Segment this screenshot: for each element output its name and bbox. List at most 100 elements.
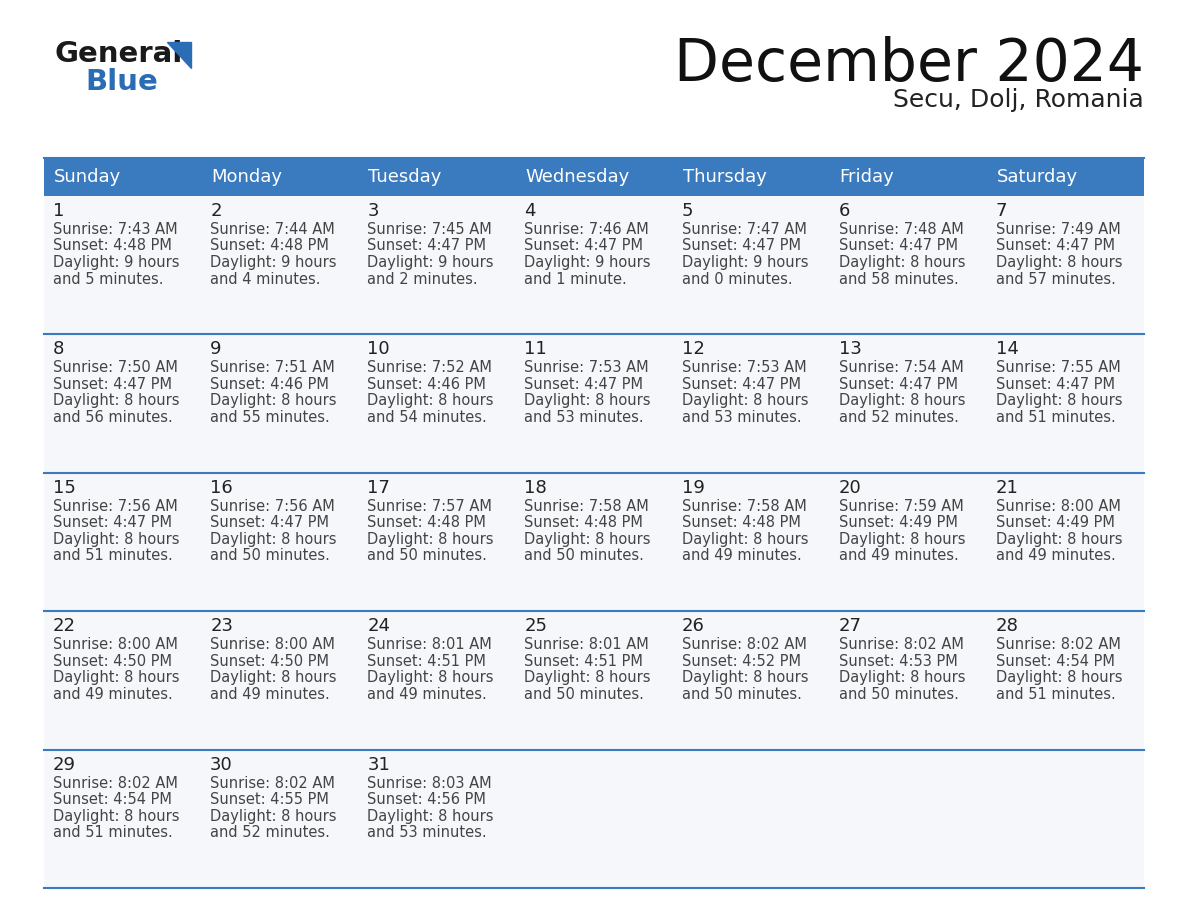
Text: Daylight: 8 hours: Daylight: 8 hours	[524, 670, 651, 685]
Text: and 49 minutes.: and 49 minutes.	[996, 548, 1116, 564]
Text: Daylight: 8 hours: Daylight: 8 hours	[839, 394, 965, 409]
Text: and 50 minutes.: and 50 minutes.	[839, 687, 959, 701]
Text: Sunrise: 8:02 AM: Sunrise: 8:02 AM	[996, 637, 1120, 652]
Text: Daylight: 8 hours: Daylight: 8 hours	[839, 670, 965, 685]
Text: Daylight: 8 hours: Daylight: 8 hours	[682, 670, 808, 685]
Text: Daylight: 8 hours: Daylight: 8 hours	[682, 532, 808, 547]
Text: and 53 minutes.: and 53 minutes.	[682, 410, 801, 425]
Bar	[672, 334, 829, 473]
Text: Sunrise: 8:00 AM: Sunrise: 8:00 AM	[210, 637, 335, 652]
Text: Daylight: 8 hours: Daylight: 8 hours	[996, 255, 1123, 270]
Text: Sunrise: 7:53 AM: Sunrise: 7:53 AM	[524, 361, 649, 375]
Text: 31: 31	[367, 756, 390, 774]
Text: Sunrise: 8:00 AM: Sunrise: 8:00 AM	[996, 498, 1120, 514]
Bar	[672, 196, 829, 334]
Text: and 52 minutes.: and 52 minutes.	[210, 825, 330, 840]
Text: 8: 8	[53, 341, 64, 358]
Text: Sunset: 4:47 PM: Sunset: 4:47 PM	[996, 239, 1114, 253]
Text: 6: 6	[839, 202, 851, 220]
Text: and 52 minutes.: and 52 minutes.	[839, 410, 959, 425]
Bar	[829, 334, 987, 473]
Text: 11: 11	[524, 341, 548, 358]
Bar	[44, 158, 201, 196]
Text: 22: 22	[53, 617, 76, 635]
Text: 29: 29	[53, 756, 76, 774]
Text: Sunrise: 7:52 AM: Sunrise: 7:52 AM	[367, 361, 492, 375]
Text: Sunset: 4:55 PM: Sunset: 4:55 PM	[210, 792, 329, 807]
Text: and 51 minutes.: and 51 minutes.	[996, 687, 1116, 701]
Bar	[359, 158, 516, 196]
Bar	[201, 750, 359, 888]
Text: Daylight: 9 hours: Daylight: 9 hours	[682, 255, 808, 270]
Text: Sunrise: 8:02 AM: Sunrise: 8:02 AM	[839, 637, 963, 652]
Text: Sunrise: 7:43 AM: Sunrise: 7:43 AM	[53, 222, 178, 237]
Bar	[359, 750, 516, 888]
Text: Sunset: 4:47 PM: Sunset: 4:47 PM	[524, 239, 644, 253]
Text: Sunset: 4:47 PM: Sunset: 4:47 PM	[367, 239, 486, 253]
Text: 9: 9	[210, 341, 222, 358]
Text: December 2024: December 2024	[674, 36, 1144, 93]
Text: Thursday: Thursday	[683, 168, 766, 186]
Text: 28: 28	[996, 617, 1019, 635]
Bar	[987, 611, 1144, 750]
Text: Sunrise: 8:02 AM: Sunrise: 8:02 AM	[682, 637, 807, 652]
Text: Monday: Monday	[211, 168, 282, 186]
Text: Sunset: 4:47 PM: Sunset: 4:47 PM	[524, 377, 644, 392]
Text: Sunset: 4:47 PM: Sunset: 4:47 PM	[996, 377, 1114, 392]
Text: Sunrise: 7:48 AM: Sunrise: 7:48 AM	[839, 222, 963, 237]
Text: 3: 3	[367, 202, 379, 220]
Text: 1: 1	[53, 202, 64, 220]
Text: Sunrise: 7:55 AM: Sunrise: 7:55 AM	[996, 361, 1120, 375]
Text: Daylight: 8 hours: Daylight: 8 hours	[53, 809, 179, 823]
Bar	[516, 334, 672, 473]
Text: and 57 minutes.: and 57 minutes.	[996, 272, 1116, 286]
Text: Sunset: 4:47 PM: Sunset: 4:47 PM	[839, 239, 958, 253]
Text: Blue: Blue	[86, 68, 158, 96]
Text: Daylight: 8 hours: Daylight: 8 hours	[367, 532, 494, 547]
Text: Sunrise: 7:57 AM: Sunrise: 7:57 AM	[367, 498, 492, 514]
Bar	[201, 334, 359, 473]
Bar	[987, 196, 1144, 334]
Bar	[359, 334, 516, 473]
Text: Sunset: 4:53 PM: Sunset: 4:53 PM	[839, 654, 958, 668]
Polygon shape	[168, 42, 191, 68]
Text: 13: 13	[839, 341, 861, 358]
Text: Sunset: 4:50 PM: Sunset: 4:50 PM	[53, 654, 172, 668]
Bar	[44, 473, 201, 611]
Text: and 58 minutes.: and 58 minutes.	[839, 272, 959, 286]
Text: and 49 minutes.: and 49 minutes.	[367, 687, 487, 701]
Text: 19: 19	[682, 479, 704, 497]
Bar	[987, 158, 1144, 196]
Text: and 50 minutes.: and 50 minutes.	[524, 548, 644, 564]
Text: General: General	[55, 40, 183, 68]
Text: Sunrise: 7:47 AM: Sunrise: 7:47 AM	[682, 222, 807, 237]
Bar	[359, 196, 516, 334]
Text: Sunday: Sunday	[53, 168, 121, 186]
Text: Daylight: 8 hours: Daylight: 8 hours	[210, 394, 336, 409]
Text: Sunset: 4:47 PM: Sunset: 4:47 PM	[53, 377, 172, 392]
Text: Sunset: 4:48 PM: Sunset: 4:48 PM	[53, 239, 172, 253]
Text: Daylight: 9 hours: Daylight: 9 hours	[53, 255, 179, 270]
Text: Daylight: 8 hours: Daylight: 8 hours	[53, 394, 179, 409]
Text: and 51 minutes.: and 51 minutes.	[996, 410, 1116, 425]
Text: Sunrise: 7:56 AM: Sunrise: 7:56 AM	[53, 498, 178, 514]
Text: and 1 minute.: and 1 minute.	[524, 272, 627, 286]
Bar	[516, 611, 672, 750]
Bar	[829, 611, 987, 750]
Text: and 56 minutes.: and 56 minutes.	[53, 410, 172, 425]
Text: and 49 minutes.: and 49 minutes.	[682, 548, 802, 564]
Text: Sunset: 4:47 PM: Sunset: 4:47 PM	[210, 515, 329, 531]
Text: 23: 23	[210, 617, 233, 635]
Bar	[44, 334, 201, 473]
Text: and 55 minutes.: and 55 minutes.	[210, 410, 330, 425]
Text: Sunset: 4:48 PM: Sunset: 4:48 PM	[524, 515, 644, 531]
Text: 12: 12	[682, 341, 704, 358]
Text: and 49 minutes.: and 49 minutes.	[53, 687, 172, 701]
Text: Daylight: 8 hours: Daylight: 8 hours	[524, 532, 651, 547]
Text: 20: 20	[839, 479, 861, 497]
Text: Sunset: 4:48 PM: Sunset: 4:48 PM	[682, 515, 801, 531]
Text: Sunset: 4:47 PM: Sunset: 4:47 PM	[682, 377, 801, 392]
Text: Sunrise: 7:45 AM: Sunrise: 7:45 AM	[367, 222, 492, 237]
Bar	[516, 196, 672, 334]
Text: 18: 18	[524, 479, 548, 497]
